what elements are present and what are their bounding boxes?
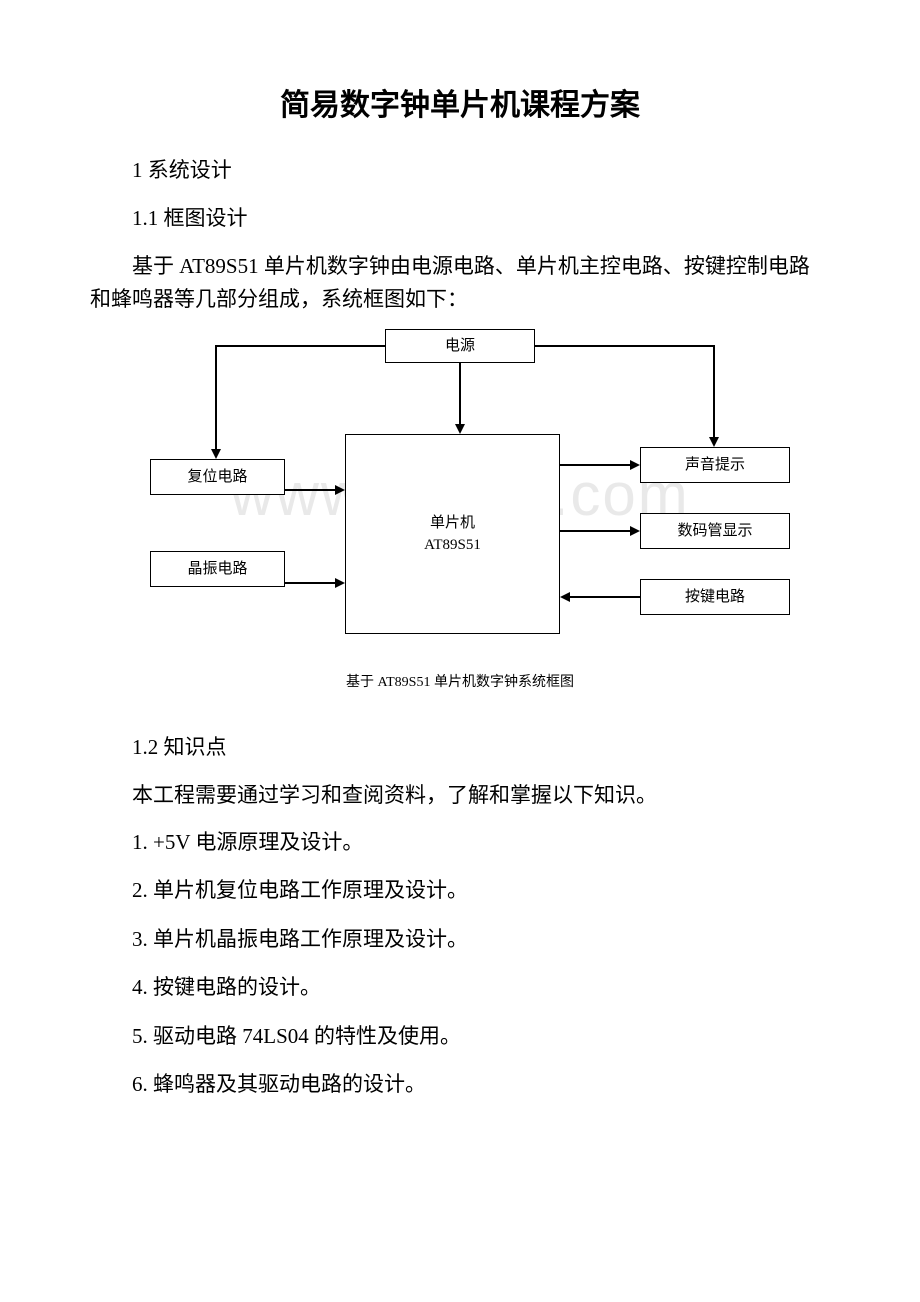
list-item-3: 3. 单片机晶振电路工作原理及设计。 [90,923,830,956]
list-item-2: 2. 单片机复位电路工作原理及设计。 [90,874,830,907]
arrow-mcu-display [560,530,630,532]
power-box: 电源 [385,329,535,363]
list-item-4: 4. 按键电路的设计。 [90,971,830,1004]
section-1-1-heading: 1.1 框图设计 [90,202,830,232]
arrow-crystal-mcu-head [335,578,345,588]
arrow-mcu-sound [560,464,630,466]
mcu-label-1: 单片机 [430,515,475,531]
arrow-power-mcu [459,363,461,425]
arrow-keypad-mcu [570,596,640,598]
section-1-2-heading: 1.2 知识点 [90,731,830,761]
arrow-crystal-mcu [285,582,335,584]
sound-box: 声音提示 [640,447,790,483]
system-block-diagram: 电源 单片机 AT89S51 复位电路 晶振电路 声音提示 数码管显示 按键电路 [110,329,810,659]
document-title: 简易数字钟单片机课程方案 [90,80,830,124]
arrow-power-mcu-head [455,424,465,434]
arrow-mcu-sound-head [630,460,640,470]
list-item-1: 1. +5V 电源原理及设计。 [90,826,830,859]
crystal-box: 晶振电路 [150,551,285,587]
content-container: 简易数字钟单片机课程方案 1 系统设计 1.1 框图设计 基于 AT89S51 … [90,80,830,1101]
arrow-power-left-h [215,345,385,347]
reset-box: 复位电路 [150,459,285,495]
knowledge-intro: 本工程需要通过学习和查阅资料，了解和掌握以下知识。 [90,779,830,812]
arrow-reset-mcu-head [335,485,345,495]
list-item-6: 6. 蜂鸣器及其驱动电路的设计。 [90,1068,830,1101]
arrow-power-right-h [535,345,715,347]
arrow-reset-mcu [285,489,335,491]
diagram-caption: 基于 AT89S51 单片机数字钟系统框图 [90,671,830,691]
arrow-power-right-v [713,345,715,438]
mcu-box: 单片机 AT89S51 [345,434,560,634]
display-box: 数码管显示 [640,513,790,549]
keypad-box: 按键电路 [640,579,790,615]
arrow-power-left-head [211,449,221,459]
arrow-power-right-head [709,437,719,447]
arrow-power-left-v [215,345,217,450]
mcu-label-2: AT89S51 [424,537,481,553]
intro-paragraph: 基于 AT89S51 单片机数字钟由电源电路、单片机主控电路、按键控制电路和蜂鸣… [90,250,830,315]
arrow-keypad-mcu-head [560,592,570,602]
section-1-heading: 1 系统设计 [90,154,830,184]
arrow-mcu-display-head [630,526,640,536]
list-item-5: 5. 驱动电路 74LS04 的特性及使用。 [90,1020,830,1053]
